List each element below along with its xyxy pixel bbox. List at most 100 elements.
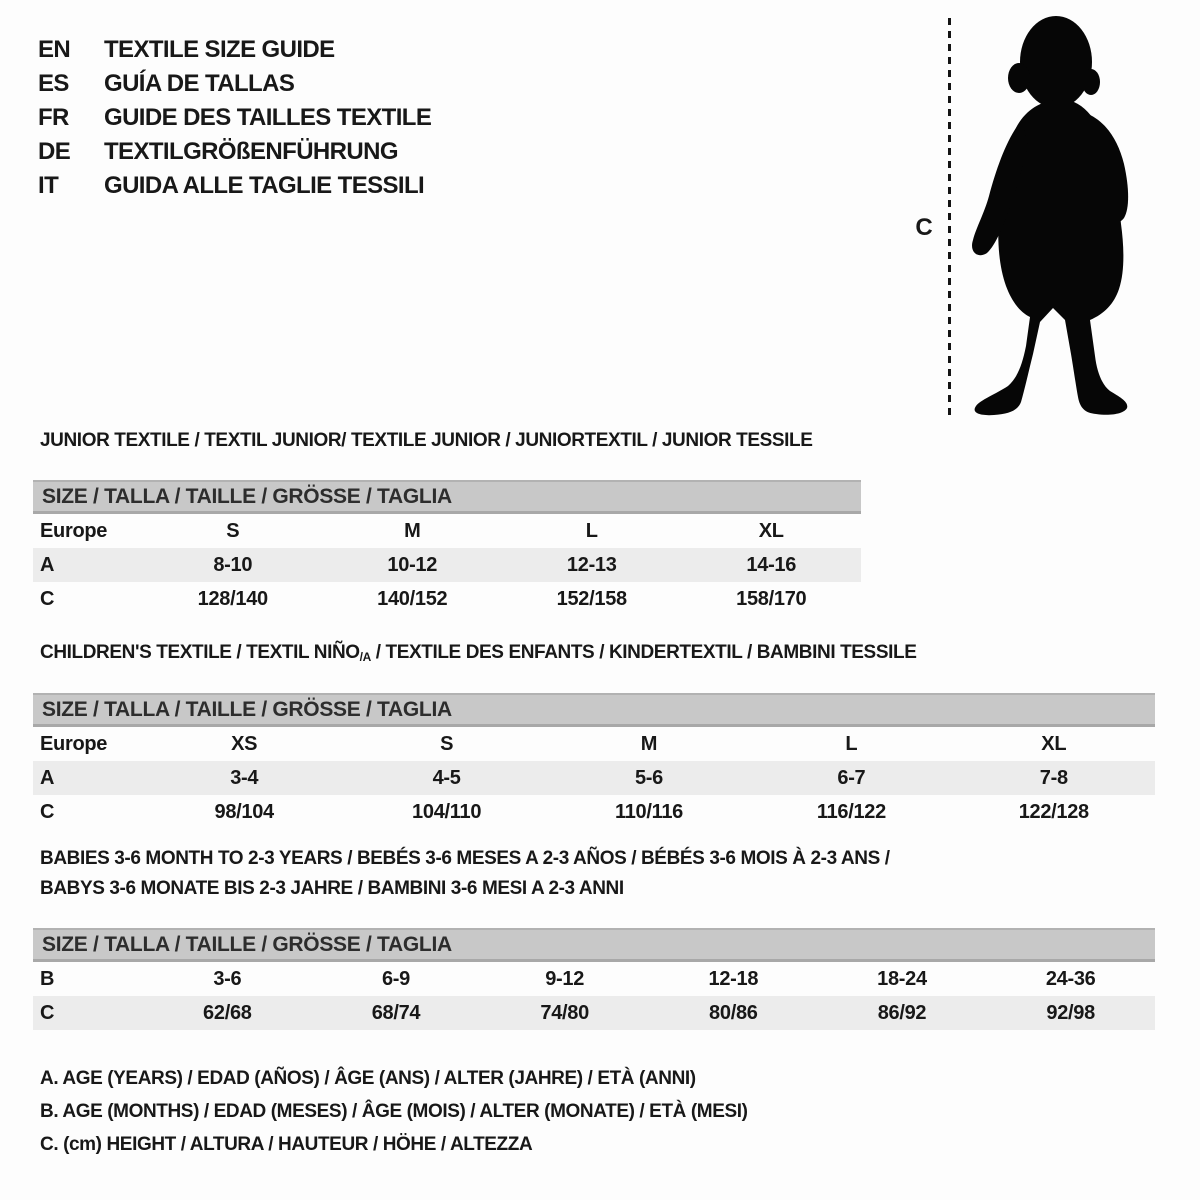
language-row: DE TEXTILGRÖßENFÜHRUNG [38, 135, 431, 169]
cell-value: 24-36 [1045, 968, 1096, 990]
cell-value: 74/80 [540, 1002, 589, 1024]
section-childrens-textile: CHILDREN'S TEXTILE / TEXTIL NIÑO/A / TEX… [0, 638, 1200, 829]
cell-value: M [404, 520, 421, 542]
cell-value: XS [231, 733, 258, 755]
cell-value: M [640, 733, 658, 755]
cell-value: S [226, 520, 240, 542]
language-title: GUIDA ALLE TAGLIE TESSILI [104, 172, 425, 199]
cell-value: XL [1041, 733, 1067, 755]
row-label: C [40, 1002, 55, 1024]
height-measure-label: C [915, 214, 933, 241]
language-row: ES GUÍA DE TALLAS [38, 67, 431, 101]
section-babies-textile: BABIES 3-6 MONTH TO 2-3 YEARS / BEBÉS 3-… [0, 844, 1200, 1030]
cell-value: 14-16 [746, 554, 797, 576]
table-row: B 3-6 6-9 9-12 12-18 18-24 24-36 [33, 962, 1155, 996]
section-title-text: JUNIOR TEXTILE / TEXTIL JUNIOR/ TEXTILE … [40, 430, 813, 451]
section-title: BABIES 3-6 MONTH TO 2-3 YEARS / BEBÉS 3-… [40, 844, 1200, 904]
size-header-bar: SIZE / TALLA / TAILLE / GRÖSSE / TAGLIA [33, 928, 1155, 962]
cell-value: 128/140 [197, 588, 269, 610]
cell-value: 12-13 [566, 554, 617, 576]
row-label: Europe [40, 520, 108, 542]
cell-value: L [585, 520, 598, 542]
footnotes: A. AGE (YEARS) / EDAD (AÑOS) / ÂGE (ANS)… [40, 1062, 748, 1161]
section-title-line: BABIES 3-6 MONTH TO 2-3 YEARS / BEBÉS 3-… [40, 844, 1200, 874]
footnote-line: C. (cm) HEIGHT / ALTURA / HAUTEUR / HÖHE… [40, 1134, 533, 1155]
cell-value: L [845, 733, 858, 755]
row-label: A [40, 767, 55, 789]
language-title: TEXTILE SIZE GUIDE [104, 36, 335, 63]
cell-value: 5-6 [634, 767, 663, 789]
section-title-text: BABIES 3-6 MONTH TO 2-3 YEARS / BEBÉS 3-… [40, 848, 890, 869]
cell-value: 6-9 [381, 968, 410, 990]
table-rows: Europe XS S M L XL A 3-4 4-5 5-6 6-7 7-8 C 98/104 104/… [33, 727, 1155, 829]
row-label: C [40, 588, 55, 610]
cell-value: 3-6 [213, 968, 242, 990]
language-row: IT GUIDA ALLE TAGLIE TESSILI [38, 169, 431, 203]
table-row: C 98/104 104/110 110/116 116/122 122/128 [33, 795, 1155, 829]
row-label: C [40, 801, 55, 823]
size-table: SIZE / TALLA / TAILLE / GRÖSSE / TAGLIA … [33, 928, 1155, 1030]
table-row: Europe S M L XL [33, 514, 861, 548]
cell-value: 4-5 [432, 767, 461, 789]
cell-value: 62/68 [203, 1002, 252, 1024]
section-junior-textile: JUNIOR TEXTILE / TEXTIL JUNIOR/ TEXTILE … [0, 426, 1200, 616]
table-row: C 62/68 68/74 74/80 80/86 86/92 92/98 [33, 996, 1155, 1030]
cell-value: 7-8 [1039, 767, 1068, 789]
section-title: JUNIOR TEXTILE / TEXTIL JUNIOR/ TEXTILE … [40, 426, 1200, 456]
cell-value: 122/128 [1018, 801, 1090, 823]
cell-value: 158/170 [736, 588, 807, 610]
cell-value: 8-10 [213, 554, 253, 576]
cell-value: 86/92 [877, 1002, 927, 1024]
table-row: C 128/140 140/152 152/158 158/170 [33, 582, 861, 616]
language-title-list: EN TEXTILE SIZE GUIDE ES GUÍA DE TALLAS FR GU… [38, 33, 432, 203]
language-code: EN [38, 36, 71, 63]
language-code: DE [38, 138, 71, 165]
cell-value: 140/152 [377, 588, 448, 610]
table-row: A 3-4 4-5 5-6 6-7 7-8 [33, 761, 1155, 795]
cell-value: 116/122 [816, 801, 886, 823]
cell-value: 92/98 [1046, 1002, 1095, 1024]
section-title-text: BABYS 3-6 MONATE BIS 2-3 JAHRE / BAMBINI… [40, 878, 624, 899]
table-rows: Europe S M L XL A 8-10 10-12 12-13 14-16 C 128/140 1… [33, 514, 861, 616]
language-code: FR [38, 104, 69, 131]
cell-value: 98/104 [214, 801, 275, 823]
cell-value: 3-4 [230, 767, 259, 789]
language-row: EN TEXTILE SIZE GUIDE [38, 33, 431, 67]
section-title-text: /A [359, 650, 372, 664]
size-header-bar: SIZE / TALLA / TAILLE / GRÖSSE / TAGLIA [33, 480, 861, 514]
section-title-text: / TEXTILE DES ENFANTS / KINDERTEXTIL / B… [370, 642, 917, 663]
section-title-line: BABYS 3-6 MONATE BIS 2-3 JAHRE / BAMBINI… [40, 874, 1200, 904]
cell-value: 6-7 [837, 767, 866, 789]
height-measure-line [948, 18, 951, 418]
language-code: ES [38, 70, 69, 97]
section-title: CHILDREN'S TEXTILE / TEXTIL NIÑO/A / TEX… [40, 638, 1200, 669]
language-title: GUIDE DES TAILLES TEXTILE [104, 104, 432, 131]
language-code: IT [38, 172, 59, 199]
section-title-line: CHILDREN'S TEXTILE / TEXTIL NIÑO/A / TEX… [40, 638, 1200, 669]
cell-value: 10-12 [387, 554, 438, 576]
row-label: A [40, 554, 55, 576]
section-title-text: CHILDREN'S TEXTILE / TEXTIL NIÑO [40, 642, 360, 663]
toddler-silhouette-icon [972, 16, 1129, 416]
cell-value: 12-18 [708, 968, 759, 990]
size-header-bar: SIZE / TALLA / TAILLE / GRÖSSE / TAGLIA [33, 693, 1155, 727]
footnote-line: B. AGE (MONTHS) / EDAD (MESES) / ÂGE (MO… [40, 1101, 748, 1122]
language-title: GUÍA DE TALLAS [104, 70, 295, 97]
cell-value: 80/86 [709, 1002, 758, 1024]
row-label: Europe [40, 733, 108, 755]
size-table: SIZE / TALLA / TAILLE / GRÖSSE / TAGLIA … [33, 480, 861, 616]
cell-value: 104/110 [412, 801, 482, 823]
cell-value: 9-12 [545, 968, 585, 990]
size-table: SIZE / TALLA / TAILLE / GRÖSSE / TAGLIA … [33, 693, 1155, 829]
cell-value: 18-24 [877, 968, 927, 990]
cell-value: 68/74 [371, 1002, 421, 1024]
section-title-line: JUNIOR TEXTILE / TEXTIL JUNIOR/ TEXTILE … [40, 426, 1200, 456]
cell-value: XL [758, 520, 784, 542]
language-row: FR GUIDE DES TAILLES TEXTILE [38, 101, 432, 135]
row-label: B [40, 968, 55, 990]
cell-value: S [440, 733, 454, 755]
footnote-line: A. AGE (YEARS) / EDAD (AÑOS) / ÂGE (ANS)… [40, 1068, 696, 1089]
language-title: TEXTILGRÖßENFÜHRUNG [104, 138, 399, 165]
table-row: A 8-10 10-12 12-13 14-16 [33, 548, 861, 582]
